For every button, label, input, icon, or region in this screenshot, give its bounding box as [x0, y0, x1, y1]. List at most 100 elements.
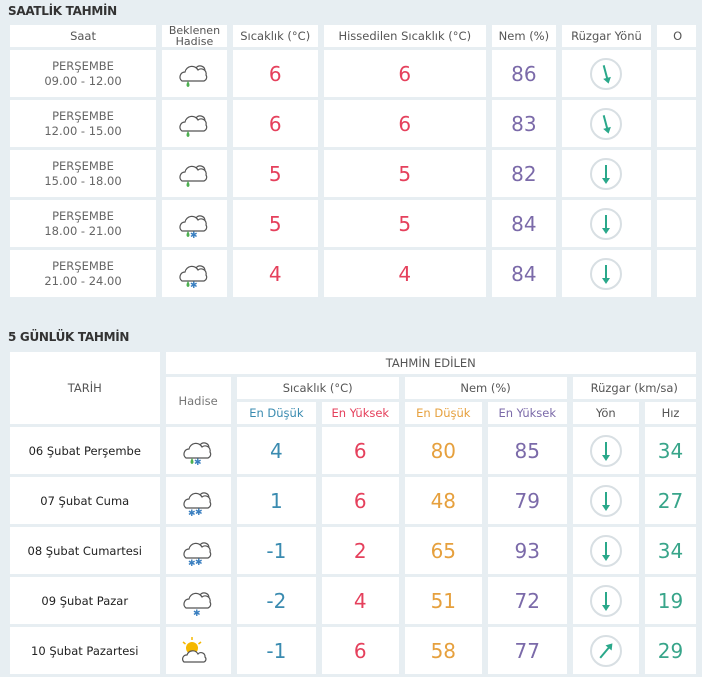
- temp-max: 6: [321, 477, 399, 524]
- svg-text:✱: ✱: [190, 281, 198, 291]
- humidity-min: 80: [404, 427, 482, 474]
- humidity-min: 65: [404, 527, 482, 574]
- feels-like: 5: [323, 200, 486, 247]
- temp-min: -1: [236, 627, 316, 674]
- hourly-row: PERŞEMBE 15.00 - 18.00 5 5 82: [10, 150, 696, 197]
- wind-direction-icon: [589, 434, 622, 467]
- hadise-cell: ✱ ✱: [165, 527, 231, 574]
- svg-text:✱: ✱: [188, 509, 196, 518]
- temperature: 6: [232, 100, 318, 147]
- header-yon: Yön: [572, 402, 640, 424]
- hadise-cell: ✱: [165, 577, 231, 624]
- temp-max: 6: [321, 627, 399, 674]
- time-range: 12.00 - 15.00: [44, 123, 122, 138]
- wind-cell: [572, 527, 640, 574]
- wind-direction-icon: [590, 257, 623, 290]
- svg-text:✱: ✱: [188, 559, 196, 568]
- wind-cell: [572, 627, 640, 674]
- daily-row: 08 Şubat Cumartesi ✱ ✱ -1 2 65 93 34: [10, 527, 696, 574]
- cloud-light-snow-icon: ✱: [183, 591, 212, 618]
- other-cell: [657, 150, 696, 197]
- header-nem: Nem (%): [491, 25, 556, 47]
- time-cell: PERŞEMBE 21.00 - 24.00: [10, 250, 157, 297]
- hourly-row: PERŞEMBE 18.00 - 21.00 ✱ 5 5 84: [10, 200, 696, 247]
- wind-speed: 29: [645, 627, 696, 674]
- date: 09 Şubat Pazar: [10, 577, 160, 624]
- header-hadise: Beklenen Hadise: [162, 25, 227, 47]
- header-hissedilen: Hissedilen Sıcaklık (°C): [323, 25, 486, 47]
- temp-min: -2: [236, 577, 316, 624]
- day-label: PERŞEMBE: [52, 108, 114, 123]
- time-range: 18.00 - 21.00: [44, 223, 122, 238]
- temp-max: 6: [321, 427, 399, 474]
- temp-min: 4: [236, 427, 316, 474]
- svg-text:✱: ✱: [195, 508, 203, 518]
- wind-cell: [572, 477, 640, 524]
- wind-cell: [572, 577, 640, 624]
- header-temp-min: En Düşük: [236, 402, 316, 424]
- date: 08 Şubat Cumartesi: [10, 527, 160, 574]
- header-hiz: Hız: [645, 402, 696, 424]
- time-cell: PERŞEMBE 18.00 - 21.00: [10, 200, 157, 247]
- hourly-table: Saat Beklenen Hadise Sıcaklık (°C) Hisse…: [4, 22, 702, 300]
- feels-like: 4: [323, 250, 486, 297]
- day-label: PERŞEMBE: [52, 158, 114, 173]
- temp-max: 4: [321, 577, 399, 624]
- temperature: 6: [232, 50, 318, 97]
- hourly-row: PERŞEMBE 09.00 - 12.00 6 6 86: [10, 50, 696, 97]
- humidity-max: 72: [487, 577, 567, 624]
- hourly-row: PERŞEMBE 21.00 - 24.00 ✱ 4 4 84: [10, 250, 696, 297]
- wind-speed: 19: [645, 577, 696, 624]
- other-cell: [657, 50, 696, 97]
- hourly-title: SAATLİK TAHMİN: [8, 4, 117, 18]
- other-cell: [657, 250, 696, 297]
- humidity: 83: [491, 100, 556, 147]
- humidity-min: 48: [404, 477, 482, 524]
- time-range: 09.00 - 12.00: [44, 73, 122, 88]
- wind-direction-icon: [590, 57, 623, 90]
- wind-direction-icon: [589, 534, 622, 567]
- svg-text:✱: ✱: [193, 609, 201, 618]
- hadise-cell: ✱ ✱: [165, 477, 231, 524]
- day-label: PERŞEMBE: [52, 58, 114, 73]
- humidity: 82: [491, 150, 556, 197]
- temperature: 5: [232, 200, 318, 247]
- wind-direction-icon: [589, 484, 622, 517]
- hadise-cell: [162, 100, 227, 147]
- daily-row: 06 Şubat Perşembe ✱ 4 6 80 85 34: [10, 427, 696, 474]
- humidity: 84: [491, 200, 556, 247]
- cloud-rain-icon: [179, 114, 208, 137]
- wind-cell: [561, 200, 652, 247]
- header-saat: Saat: [10, 25, 157, 47]
- temp-max: 2: [321, 527, 399, 574]
- time-range: 21.00 - 24.00: [44, 273, 122, 288]
- partly-sunny-icon: [182, 636, 207, 663]
- cloud-snow-icon: ✱ ✱: [183, 541, 212, 568]
- daily-table: TARİH TAHMİN EDİLEN Hadise Sıcaklık (°C)…: [4, 349, 702, 677]
- humidity-min: 51: [404, 577, 482, 624]
- hadise-cell: [162, 150, 227, 197]
- daily-row: 09 Şubat Pazar ✱ -2 4 51 72 19: [10, 577, 696, 624]
- wind-speed: 34: [645, 427, 696, 474]
- hadise-cell: ✱: [162, 200, 227, 247]
- header-tarih: TARİH: [10, 352, 160, 424]
- wind-direction-icon: [590, 157, 623, 190]
- cloud-sleet-icon: ✱: [179, 264, 208, 291]
- feels-like: 6: [323, 50, 486, 97]
- header-sicaklik: Sıcaklık (°C): [236, 377, 399, 399]
- header-hum-max: En Yüksek: [487, 402, 567, 424]
- other-cell: [657, 200, 696, 247]
- daily-row: 07 Şubat Cuma ✱ ✱ 1 6 48 79 27: [10, 477, 696, 524]
- day-label: PERŞEMBE: [52, 208, 114, 223]
- wind-direction-icon: [589, 584, 622, 617]
- header-hadise: Hadise: [165, 377, 231, 424]
- wind-cell: [572, 427, 640, 474]
- svg-text:✱: ✱: [194, 458, 202, 468]
- humidity-min: 58: [404, 627, 482, 674]
- wind-speed: 27: [645, 477, 696, 524]
- cloud-sleet-icon: ✱: [179, 214, 208, 241]
- wind-cell: [561, 250, 652, 297]
- humidity-max: 79: [487, 477, 567, 524]
- date: 06 Şubat Perşembe: [10, 427, 160, 474]
- time-cell: PERŞEMBE 09.00 - 12.00: [10, 50, 157, 97]
